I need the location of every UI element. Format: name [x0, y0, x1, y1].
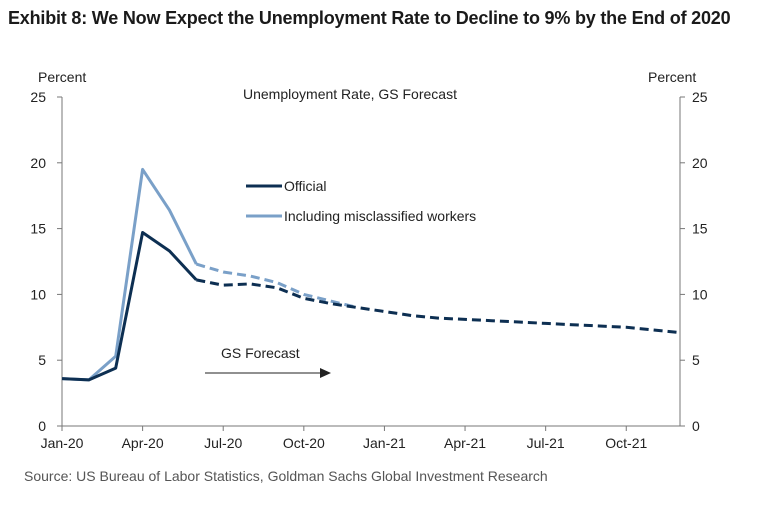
- legend-label-misclassified: Including misclassified workers: [284, 208, 476, 224]
- left-y-tick-label: 10: [30, 286, 46, 302]
- series-misclassified-forecast-line: [195, 262, 358, 310]
- x-tick-label: Apr-21: [444, 435, 486, 451]
- left-y-tick-label: 25: [30, 89, 46, 105]
- x-tick-label: Jan-21: [363, 435, 406, 451]
- chart-axes: 0 0 5 5 10 10 15 15 20 20 25 25 Jan-20 Apr-20 Jul-20 Oc…: [30, 89, 707, 451]
- x-tick-label: Oct-20: [283, 435, 325, 451]
- x-tick-label: Apr-20: [122, 435, 164, 451]
- right-axis-unit-label: Percent: [648, 69, 696, 85]
- left-y-tick-label: 15: [30, 221, 46, 237]
- series-misclassified-actual-line: [61, 167, 198, 382]
- legend: Official Including misclassified workers: [246, 178, 476, 224]
- chart-title: Exhibit 8: We Now Expect the Unemploymen…: [8, 8, 731, 28]
- forecast-arrowhead-icon: [320, 368, 331, 378]
- left-y-tick-label: 5: [38, 352, 46, 368]
- left-axis-unit-label: Percent: [38, 69, 86, 85]
- right-y-tick-label: 15: [692, 221, 708, 237]
- right-y-tick-label: 5: [692, 352, 700, 368]
- inner-chart-title: Unemployment Rate, GS Forecast: [243, 86, 457, 102]
- x-tick-label: Oct-21: [605, 435, 647, 451]
- x-tick-label: Jan-20: [41, 435, 84, 451]
- forecast-annotation: GS Forecast: [205, 345, 331, 378]
- series-official-forecast-line: [196, 278, 681, 335]
- legend-label-official: Official: [284, 178, 327, 194]
- right-y-tick-label: 20: [692, 155, 708, 171]
- source-note: Source: US Bureau of Labor Statistics, G…: [24, 468, 548, 484]
- x-tick-label: Jul-21: [527, 435, 565, 451]
- x-tick-label: Jul-20: [204, 435, 242, 451]
- left-y-tick-label: 20: [30, 155, 46, 171]
- series-official-actual-line: [61, 231, 198, 382]
- series-layer: [61, 167, 681, 382]
- right-y-tick-label: 0: [692, 418, 700, 434]
- left-y-tick-label: 0: [38, 418, 46, 434]
- right-y-tick-label: 10: [692, 286, 708, 302]
- right-y-tick-label: 25: [692, 89, 708, 105]
- forecast-annotation-label: GS Forecast: [221, 345, 300, 361]
